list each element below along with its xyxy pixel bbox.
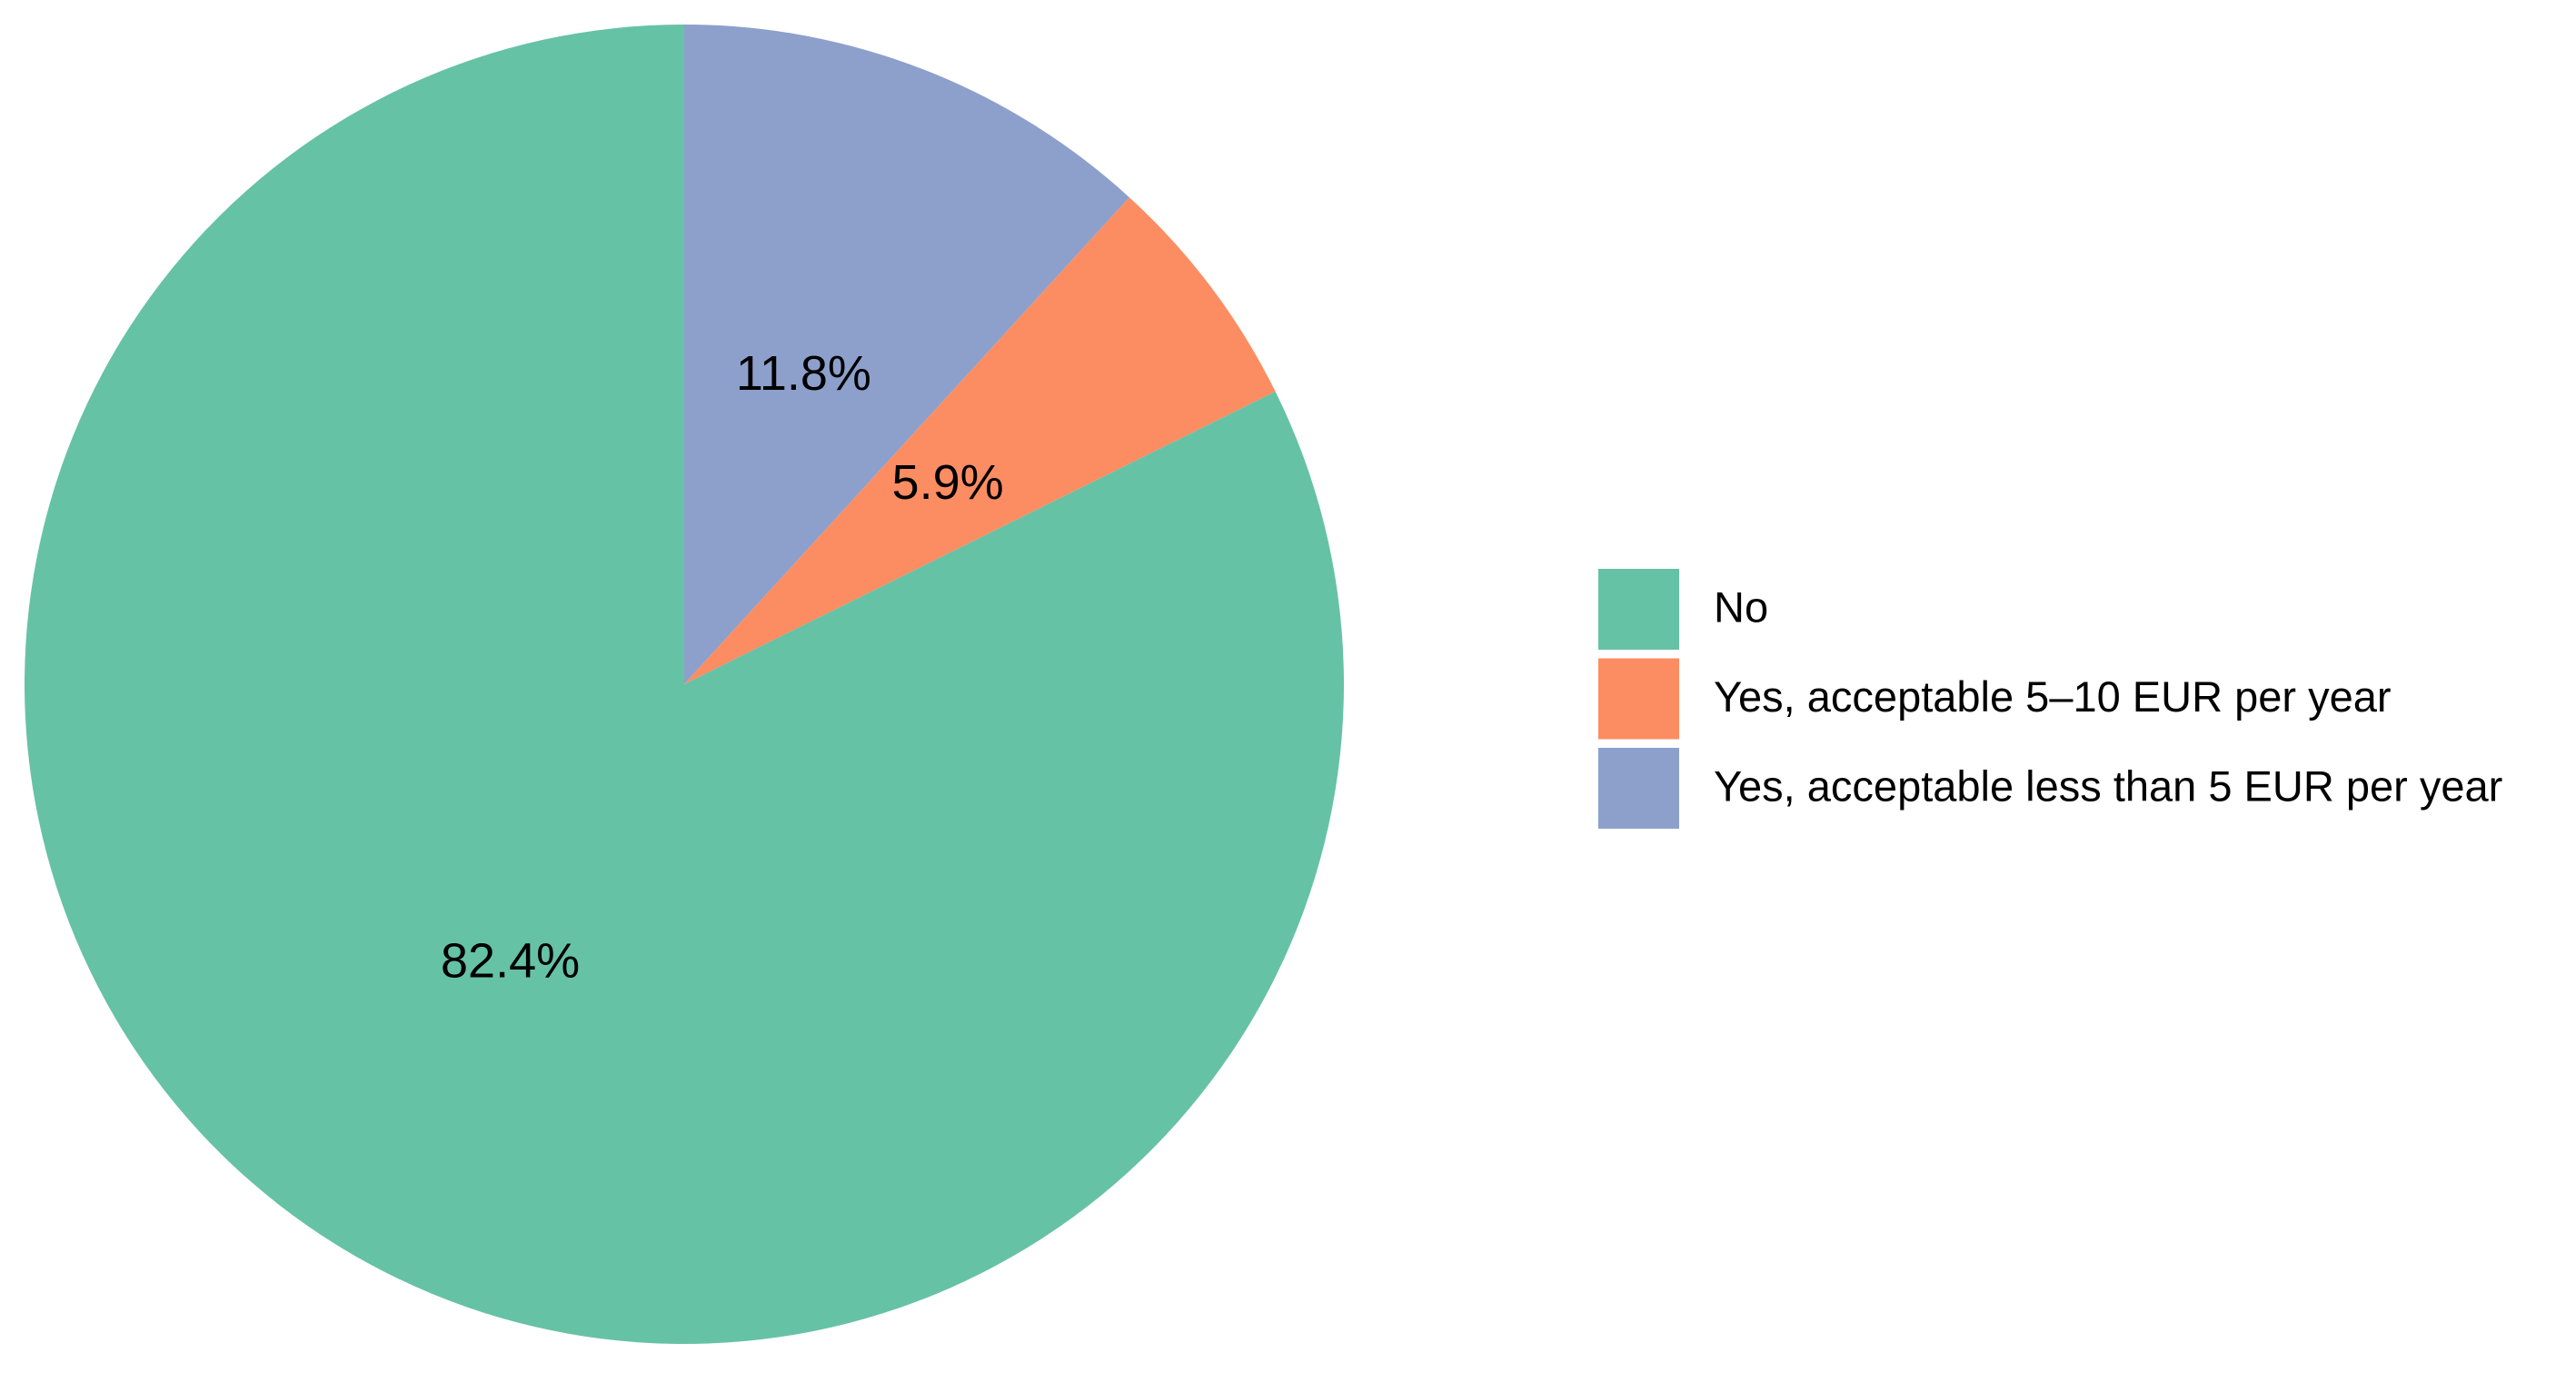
pie-slice <box>684 25 1129 684</box>
legend-label: Yes, acceptable 5–10 EUR per year <box>1714 672 2392 721</box>
legend-label: No <box>1714 582 1768 631</box>
legend-label: Yes, acceptable less than 5 EUR per year <box>1714 761 2502 810</box>
legend-swatch <box>1598 748 1679 829</box>
legend-swatch <box>1598 569 1679 650</box>
pie-slice <box>684 197 1276 684</box>
slice-label: 11.8% <box>736 346 871 401</box>
slice-label: 5.9% <box>892 455 1004 510</box>
slice-label: 82.4% <box>441 934 580 989</box>
legend-swatch <box>1598 658 1679 740</box>
pie-slice <box>25 25 1345 1344</box>
